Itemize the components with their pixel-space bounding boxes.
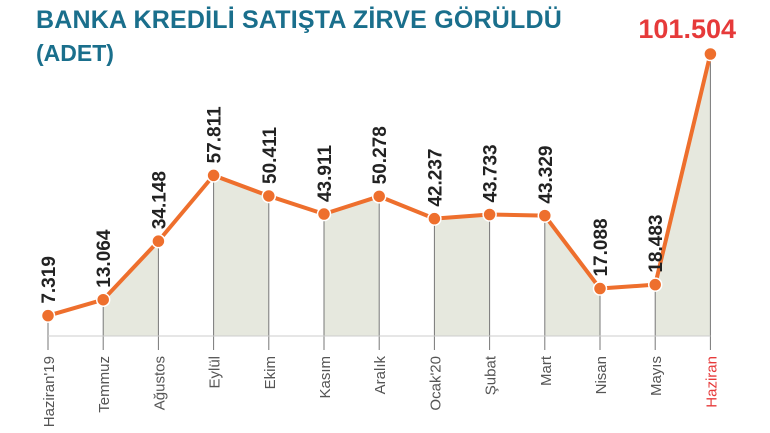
data-point [482, 207, 497, 222]
shade-band [103, 241, 159, 336]
tick-label: Ekim [262, 356, 279, 389]
shade-band [213, 175, 269, 336]
shade-band [655, 54, 711, 336]
tick-label: Haziran [703, 356, 720, 408]
tick-label: Temmuz [96, 356, 113, 413]
data-point [537, 208, 553, 223]
shade-band [544, 215, 600, 336]
data-label: 18.483 [646, 215, 667, 273]
tick-label: Şubat [483, 355, 500, 395]
data-point [95, 292, 111, 307]
data-label-highlight: 101.504 [638, 14, 736, 44]
data-point [261, 188, 277, 204]
data-label: 43.911 [315, 145, 336, 202]
tick-label: Aralık [372, 356, 389, 395]
tick-label: Ocak'20 [427, 356, 444, 411]
data-label: 7.319 [39, 256, 60, 304]
data-label: 34.148 [149, 171, 170, 229]
tick-label: Kasım [317, 356, 334, 399]
data-label: 43.329 [536, 145, 557, 203]
data-point [703, 46, 718, 62]
data-label: 43.733 [481, 144, 502, 202]
tick-label: Ağustos [151, 356, 168, 410]
data-point [592, 281, 608, 296]
data-point [40, 308, 56, 323]
chart-subtitle: (ADET) [36, 40, 114, 66]
data-label: 50.278 [370, 126, 391, 184]
data-label: 42.237 [425, 149, 446, 207]
tick-label: Mart [538, 355, 555, 386]
data-label: 17.088 [591, 218, 612, 276]
data-label: 13.064 [94, 229, 115, 288]
data-point [647, 277, 663, 292]
data-point [371, 189, 387, 204]
chart-title: BANKA KREDİLİ SATIŞTA ZİRVE GÖRÜLDÜ [36, 6, 562, 34]
data-point [206, 168, 221, 183]
tick-label: Eylül [207, 356, 224, 389]
data-label: 57.811 [205, 106, 226, 163]
tick-label: Haziran'19 [41, 356, 58, 427]
data-label: 50.411 [260, 126, 281, 183]
shade-band [434, 214, 490, 336]
tick-label: Mayıs [648, 356, 665, 396]
tick-label: Nisan [593, 356, 610, 394]
data-point [316, 206, 332, 222]
data-point [427, 211, 442, 226]
data-point [151, 233, 166, 249]
shade-band [324, 196, 380, 336]
